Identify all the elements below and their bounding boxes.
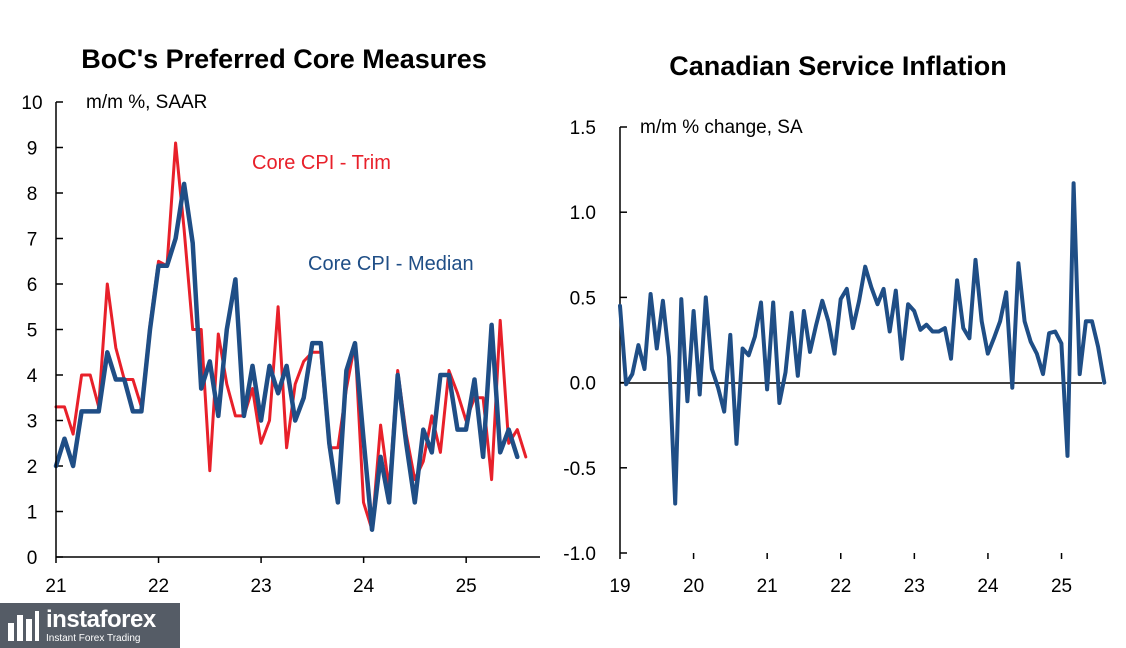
y-tick-label: 1.0 [570,203,596,224]
unit-note: m/m %, SAAR [86,92,207,113]
y-tick-label: 1 [27,503,38,524]
y-tick-label: 6 [27,275,38,296]
y-tick-label: 2 [27,457,38,478]
instaforex-logo-icon [6,609,40,643]
series-line-core-cpi-trim [54,141,528,532]
x-tick-label: 22 [830,576,851,597]
y-tick-label: 4 [27,366,38,387]
y-tick-label: -1.0 [563,544,596,565]
y-tick-label: 7 [27,230,38,251]
y-tick-label: 5 [27,321,38,342]
chart-title: Canadian Service Inflation [669,51,1007,81]
y-tick-label: -0.5 [563,459,596,480]
y-tick-label: 8 [27,184,38,205]
y-tick-label: 0 [27,548,38,569]
instaforex-watermark: instaforex Instant Forex Trading [0,603,180,648]
y-tick-label: 3 [27,412,38,433]
x-tick-label: 21 [757,576,778,597]
x-tick-label: 23 [904,576,925,597]
x-tick-label: 22 [148,576,169,597]
series-label-trim: Core CPI - Trim [252,152,391,174]
x-tick-label: 25 [1051,576,1072,597]
y-tick-label: 9 [27,139,38,160]
series-line-core-cpi-median [53,181,520,532]
unit-note: m/m % change, SA [640,117,803,138]
x-tick-label: 19 [609,576,630,597]
chart-title: BoC's Preferred Core Measures [81,44,487,74]
watermark-tagline: Instant Forex Trading [46,632,141,644]
y-tick-label: 10 [21,93,42,114]
x-tick-label: 20 [683,576,704,597]
watermark-name: instaforex [46,605,156,633]
y-tick-label: 1.5 [570,118,596,139]
x-tick-label: 24 [353,576,375,597]
service-inflation-chart: Canadian Service Inflation m/m % change,… [563,51,1107,597]
x-tick-label: 25 [456,576,477,597]
series-label-median: Core CPI - Median [308,253,474,275]
core-measures-chart: BoC's Preferred Core Measures m/m %, SAA… [21,44,540,597]
y-tick-label: 0.0 [570,374,596,395]
y-tick-label: 0.5 [570,288,596,309]
series-line-canadian-service-inflation [618,181,1107,506]
x-tick-label: 21 [45,576,66,597]
x-tick-label: 24 [977,576,999,597]
x-tick-label: 23 [251,576,272,597]
